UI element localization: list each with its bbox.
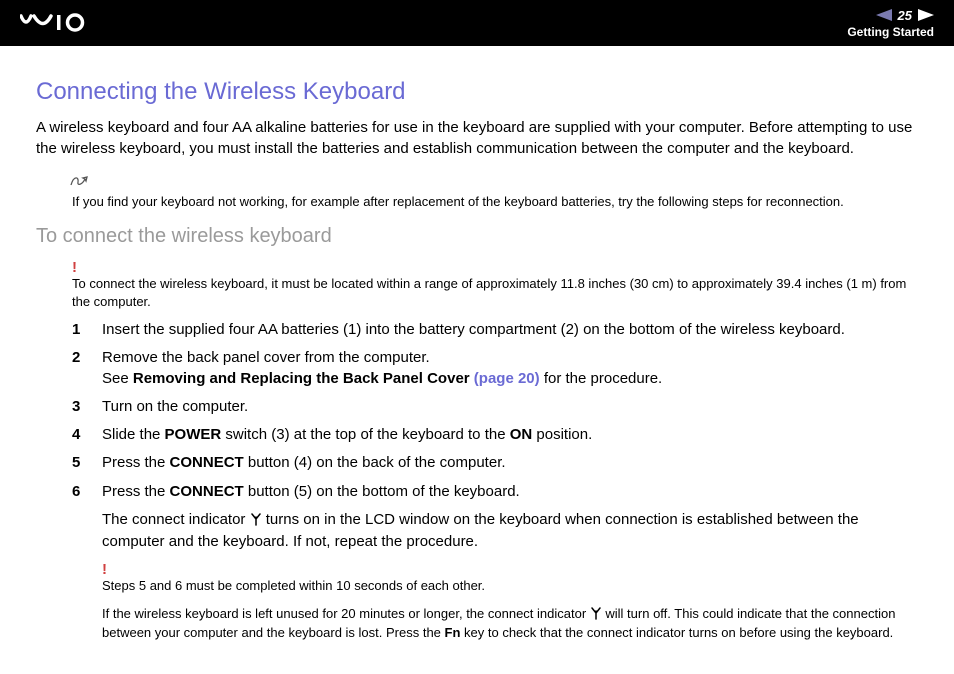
pager: 25 (876, 8, 934, 23)
subtitle: To connect the wireless keyboard (36, 223, 924, 250)
step-text-b: button (4) on the back of the computer. (244, 454, 506, 471)
section-label: Getting Started (847, 25, 934, 39)
page-title: Connecting the Wireless Keyboard (36, 76, 924, 108)
page-link[interactable]: (page 20) (474, 370, 540, 387)
step-number: 6 (72, 482, 80, 502)
page-header: 25 Getting Started (0, 0, 954, 46)
step-text-b: switch (3) at the top of the keyboard to… (221, 426, 510, 443)
step-see-bold: Removing and Replacing the Back Panel Co… (133, 370, 474, 387)
step-number: 1 (72, 320, 80, 340)
step-bold-1: CONNECT (170, 483, 244, 500)
after-steps-paragraph: The connect indicator turns on in the LC… (36, 510, 924, 553)
step-number: 2 (72, 348, 80, 368)
after-a: The connect indicator (102, 511, 250, 528)
step-number: 3 (72, 397, 80, 417)
note-block: If you find your keyboard not working, f… (36, 173, 924, 211)
step-bold-1: POWER (165, 426, 222, 443)
tail-a: If the wireless keyboard is left unused … (102, 606, 590, 621)
warning-icon: ! (72, 260, 924, 275)
warning-icon: ! (102, 562, 924, 577)
note-icon (70, 173, 88, 192)
step-2: 2 Remove the back panel cover from the c… (72, 348, 924, 389)
warning-text-2: Steps 5 and 6 must be completed within 1… (102, 578, 485, 593)
vaio-logo (20, 8, 120, 38)
step-5: 5 Press the CONNECT button (4) on the ba… (72, 453, 924, 473)
tail-c: key to check that the connect indicator … (460, 625, 893, 640)
antenna-icon (250, 512, 262, 532)
note-text: If you find your keyboard not working, f… (72, 193, 924, 211)
step-1: 1 Insert the supplied four AA batteries … (72, 320, 924, 340)
prev-page-arrow[interactable] (876, 9, 892, 21)
step-number: 5 (72, 453, 80, 473)
page-number: 25 (896, 8, 914, 23)
vaio-logo-svg (20, 8, 120, 38)
steps-list: 1 Insert the supplied four AA batteries … (36, 320, 924, 502)
step-text-b: button (5) on the bottom of the keyboard… (244, 483, 520, 500)
step-text: Insert the supplied four AA batteries (1… (102, 321, 845, 338)
step-text: Remove the back panel cover from the com… (102, 349, 430, 366)
page-content: Connecting the Wireless Keyboard A wirel… (0, 46, 954, 672)
step-4: 4 Slide the POWER switch (3) at the top … (72, 425, 924, 445)
step-text-a: Press the (102, 483, 170, 500)
next-page-arrow[interactable] (918, 9, 934, 21)
warning-block-1: ! To connect the wireless keyboard, it m… (36, 260, 924, 310)
step-6: 6 Press the CONNECT button (5) on the bo… (72, 482, 924, 502)
step-3: 3 Turn on the computer. (72, 397, 924, 417)
intro-paragraph: A wireless keyboard and four AA alkaline… (36, 118, 924, 159)
step-text-c: position. (532, 426, 592, 443)
antenna-icon (590, 606, 602, 625)
warning-block-2: ! Steps 5 and 6 must be completed within… (36, 562, 924, 595)
tail-paragraph: If the wireless keyboard is left unused … (36, 605, 924, 642)
step-see-a: See (102, 370, 133, 387)
step-text: Turn on the computer. (102, 398, 248, 415)
step-text-a: Slide the (102, 426, 165, 443)
warning-text-1: To connect the wireless keyboard, it mus… (72, 276, 906, 309)
header-nav: 25 Getting Started (847, 8, 934, 39)
step-number: 4 (72, 425, 80, 445)
step-bold-2: ON (510, 426, 533, 443)
step-see-c: for the procedure. (540, 370, 663, 387)
step-bold-1: CONNECT (170, 454, 244, 471)
fn-key: Fn (445, 625, 461, 640)
step-text-a: Press the (102, 454, 170, 471)
